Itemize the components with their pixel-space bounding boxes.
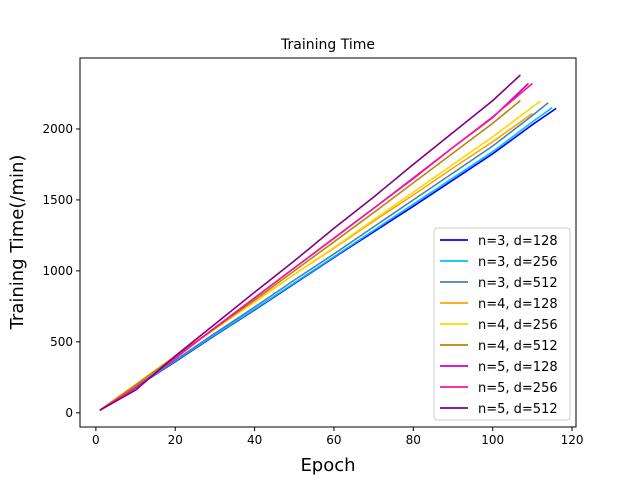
y-axis-ticks: 0 500 1000 1500 2000 <box>42 122 80 420</box>
x-tick-label: 0 <box>92 433 100 447</box>
legend-label: n=3, d=256 <box>478 255 558 270</box>
x-tick-label: 80 <box>406 433 421 447</box>
y-axis-label: Training Time(/min) <box>7 155 28 331</box>
legend-label: n=5, d=256 <box>478 381 558 396</box>
legend-label: n=3, d=512 <box>478 276 558 291</box>
x-tick-label: 20 <box>168 433 183 447</box>
series-line-3 <box>99 102 549 411</box>
x-tick-label: 40 <box>247 433 262 447</box>
y-tick-label: 1000 <box>42 264 73 278</box>
legend-label: n=4, d=512 <box>478 339 558 354</box>
x-tick-label: 120 <box>561 433 584 447</box>
legend: n=3, d=128 n=3, d=256 n=3, d=512 n=4, d=128… <box>433 227 571 421</box>
x-tick-label: 60 <box>326 433 341 447</box>
y-tick-label: 0 <box>65 406 73 420</box>
series-line-9 <box>99 74 521 411</box>
series-layer <box>99 74 557 411</box>
x-axis-label: Epoch <box>300 455 355 476</box>
chart-title: Training Time <box>280 37 375 53</box>
legend-label: n=5, d=128 <box>478 360 558 375</box>
y-tick-label: 2000 <box>42 122 73 136</box>
x-tick-label: 100 <box>481 433 504 447</box>
legend-box <box>433 227 571 421</box>
series-line-8 <box>99 82 533 411</box>
legend-label: n=4, d=256 <box>478 318 558 333</box>
legend-label: n=5, d=512 <box>478 402 558 417</box>
legend-label: n=4, d=128 <box>478 297 558 312</box>
y-tick-label: 1500 <box>42 193 73 207</box>
y-tick-label: 500 <box>50 335 73 349</box>
legend-label: n=3, d=128 <box>478 234 558 249</box>
x-axis-ticks: 0 20 40 60 80 100 120 <box>92 427 583 447</box>
